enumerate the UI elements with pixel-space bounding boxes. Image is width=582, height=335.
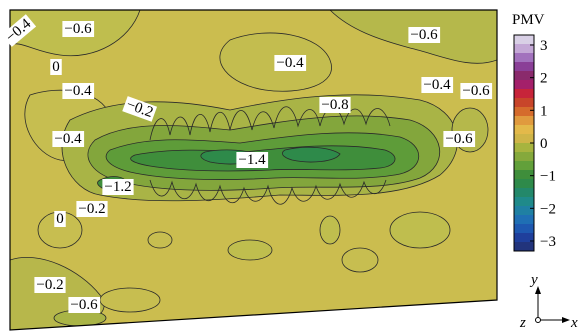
colorbar-swatch	[514, 62, 534, 72]
contour-label: −1.2	[102, 179, 134, 195]
colorbar-tick-label: 3	[540, 38, 548, 54]
colorbar-swatch	[514, 170, 534, 180]
colorbar-swatch	[514, 125, 534, 135]
colorbar-swatch	[514, 179, 534, 189]
axis-x-label: x	[570, 315, 578, 331]
svg-text:−0.6: −0.6	[410, 27, 438, 43]
svg-text:−0.4: −0.4	[423, 77, 451, 93]
svg-text:0: 0	[56, 211, 64, 227]
svg-text:−0.2: −0.2	[78, 201, 105, 217]
colorbar-swatch	[514, 71, 534, 81]
contour-label: −0.6	[408, 27, 441, 43]
svg-text:−0.4: −0.4	[54, 131, 82, 147]
contour-label: −0.2	[34, 277, 66, 293]
contour-field	[10, 10, 497, 330]
contour-label: −0.2	[76, 201, 108, 217]
colorbar-swatch	[514, 80, 534, 90]
svg-text:−1.4: −1.4	[238, 152, 266, 168]
svg-text:−0.6: −0.6	[445, 131, 473, 147]
contour-label: −0.4	[421, 77, 454, 93]
contour-label: −0.4	[62, 83, 95, 99]
colorbar-swatch	[514, 197, 534, 207]
colorbar-swatch	[514, 161, 534, 171]
svg-text:−1.2: −1.2	[104, 179, 131, 195]
colorbar-swatch	[514, 116, 534, 126]
axis-y-label: y	[529, 272, 538, 288]
svg-text:−0.8: −0.8	[321, 97, 348, 113]
svg-text:−0.6: −0.6	[70, 297, 98, 313]
colorbar-swatch	[514, 35, 534, 45]
contour-label: −0.4	[52, 131, 85, 147]
colorbar-title: PMV	[512, 12, 545, 28]
colorbar-swatch	[514, 242, 534, 252]
contour-label: −0.6	[62, 21, 95, 37]
colorbar-swatch	[514, 206, 534, 216]
svg-text:−0.6: −0.6	[462, 83, 490, 99]
svg-text:−0.4: −0.4	[64, 83, 92, 99]
colorbar-swatch	[514, 215, 534, 225]
colorbar-swatch	[514, 107, 534, 117]
contour-label: −0.4	[274, 55, 307, 71]
colorbar: PMV 3 2 1 0 −1 −2 −3	[512, 12, 556, 252]
colorbar-swatch	[514, 188, 534, 198]
axis-triad: y x z	[519, 272, 578, 331]
svg-text:−0.4: −0.4	[276, 55, 304, 71]
colorbar-tick-label: −2	[540, 201, 556, 217]
svg-text:0: 0	[52, 59, 60, 75]
colorbar-tick-label: −1	[540, 169, 556, 185]
svg-text:−0.2: −0.2	[36, 277, 63, 293]
svg-text:−0.6: −0.6	[64, 21, 92, 37]
colorbar-swatch	[514, 134, 534, 144]
contour-label: −0.6	[68, 297, 101, 313]
contour-label: 0	[54, 211, 66, 227]
contour-label: 0	[50, 59, 62, 75]
colorbar-swatch	[514, 44, 534, 54]
contour-label: −0.6	[443, 131, 476, 147]
contour-label: −0.8	[319, 97, 351, 113]
colorbar-swatch	[514, 53, 534, 63]
colorbar-swatch	[514, 143, 534, 153]
domain-border	[9, 9, 498, 331]
colorbar-tick-label: 1	[540, 103, 548, 119]
colorbar-swatch	[514, 89, 534, 99]
contour-label: −0.6	[460, 83, 493, 99]
colorbar-swatch	[514, 98, 534, 108]
colorbar-tick-label: −3	[540, 234, 556, 250]
axis-z-label: z	[519, 315, 526, 331]
colorbar-swatch	[514, 224, 534, 234]
colorbar-tick-label: 2	[540, 71, 548, 87]
colorbar-tick-label: 0	[540, 136, 548, 152]
colorbar-swatch	[514, 152, 534, 162]
contour-label: −1.4	[236, 152, 269, 168]
colorbar-swatch	[514, 233, 534, 243]
